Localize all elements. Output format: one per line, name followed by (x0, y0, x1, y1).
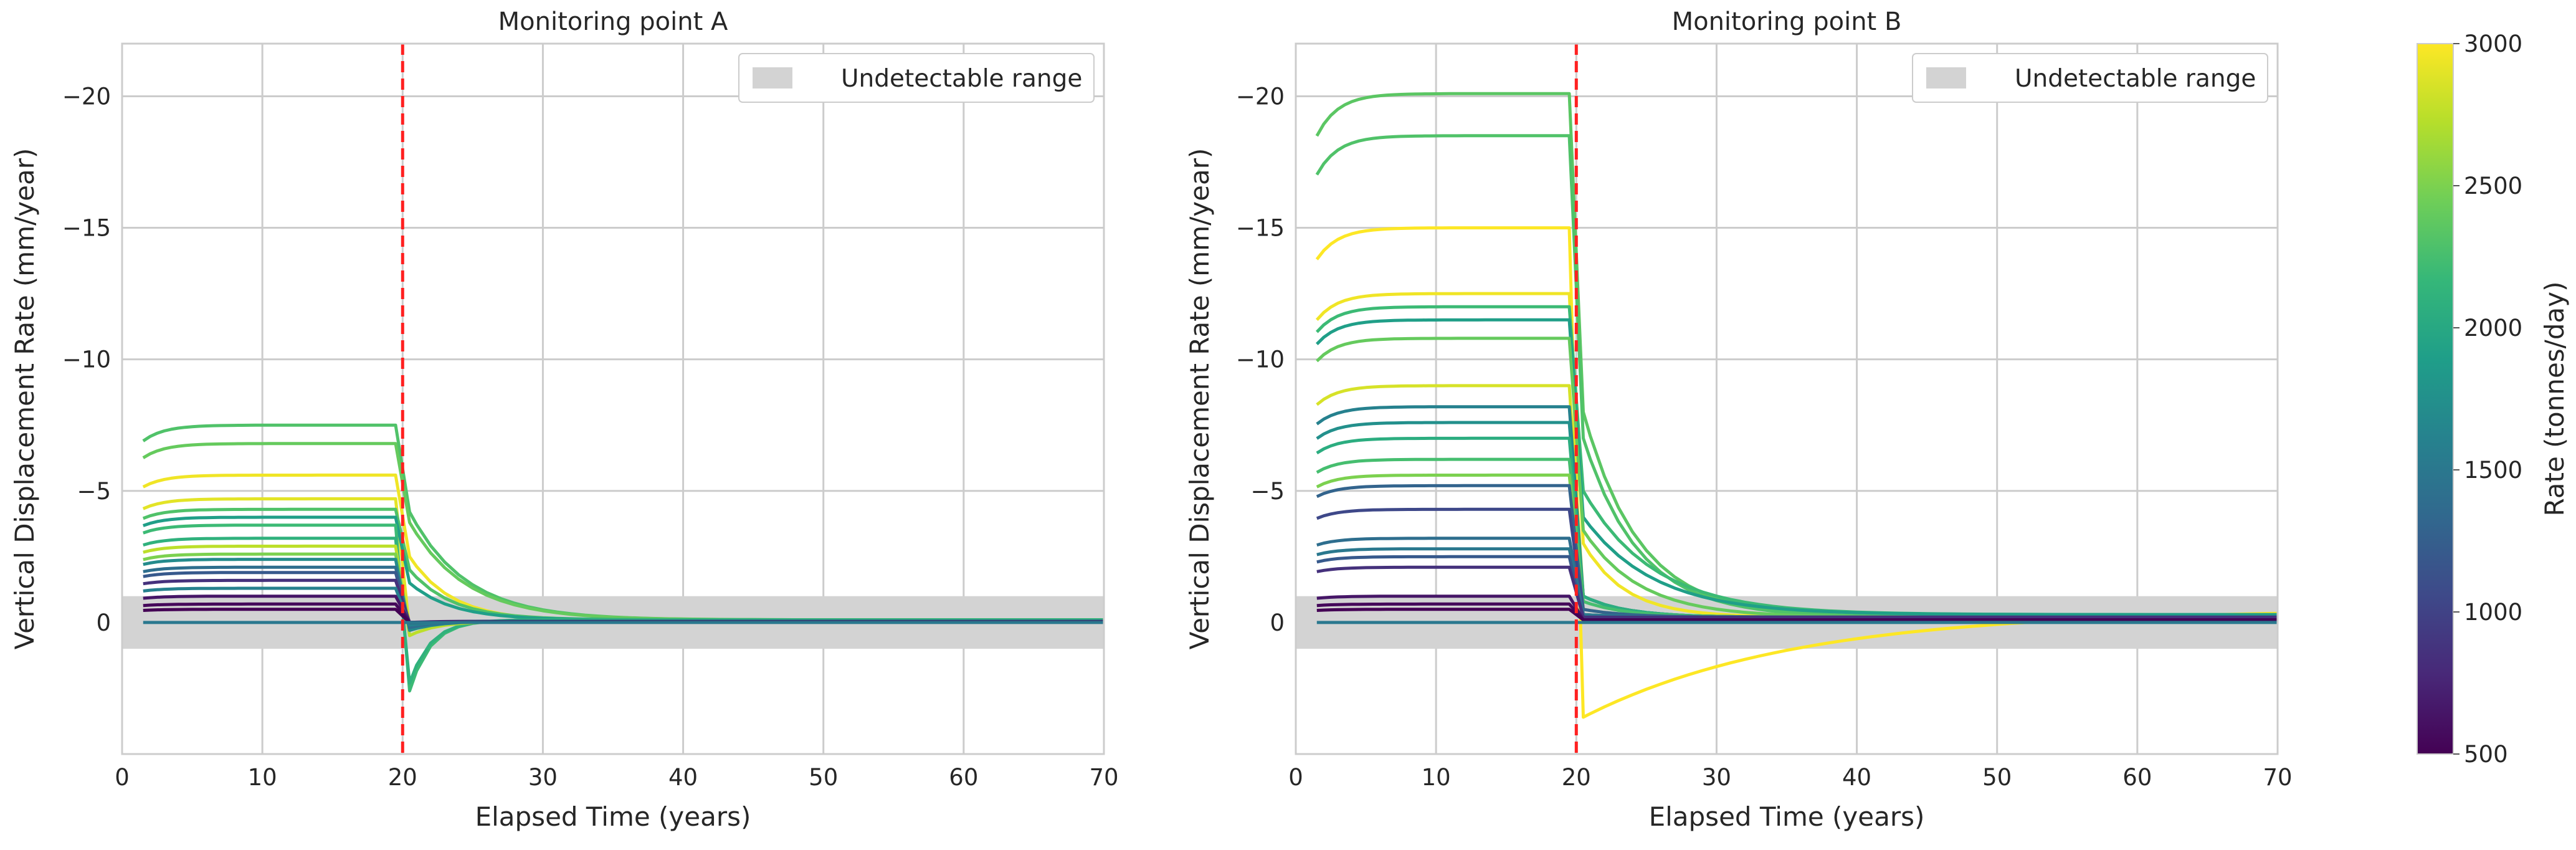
x-tick-label: 60 (2122, 764, 2152, 791)
panel-a-legend-box (738, 53, 1095, 103)
colorbar-tick-label: 3000 (2464, 31, 2522, 57)
x-tick-label: 20 (1562, 764, 1591, 791)
y-tick-label: −10 (62, 346, 111, 373)
panel-b-y-axis-label: Vertical Displacement Rate (mm/year) (1184, 148, 1215, 650)
colorbar-tick-label: 2000 (2464, 315, 2522, 341)
y-tick-label: −5 (77, 478, 111, 505)
series-line (1316, 318, 2278, 616)
y-tick-label: −20 (62, 83, 111, 110)
colorbar-tick-label: 1500 (2464, 457, 2522, 484)
x-tick-label: 40 (668, 764, 698, 791)
x-tick-label: 0 (115, 764, 130, 791)
x-tick-label: 10 (248, 764, 277, 791)
colorbar-gradient (2417, 44, 2453, 754)
panel-b-title: Monitoring point B (1672, 7, 1902, 36)
panel-a-series (142, 423, 1104, 693)
x-tick-label: 30 (1702, 764, 1731, 791)
panel-a-title: Monitoring point A (498, 7, 728, 36)
series-line (1316, 608, 2278, 622)
series-line (1316, 565, 2278, 619)
panel-a-legend: Undetectable range (738, 53, 1095, 103)
panel-a-x-tick-labels: 0 10 20 30 40 50 60 70 (115, 764, 1118, 791)
series-line (142, 442, 1104, 622)
x-tick-label: 30 (528, 764, 558, 791)
y-tick-label: 0 (1270, 609, 1285, 636)
panel-b-frame (1295, 42, 2279, 755)
y-tick-label: 0 (96, 609, 111, 636)
series-line (142, 423, 1104, 622)
colorbar-tick-label: 2500 (2464, 173, 2522, 199)
colorbar-label: Rate (tonnes/day) (2539, 282, 2570, 517)
panel-b-legend-swatch (1926, 67, 1966, 88)
panel-b-y-tick-labels: 0 −5 −10 −15 −20 (1236, 83, 1285, 636)
x-tick-label: 50 (809, 764, 838, 791)
x-tick-label: 20 (388, 764, 417, 791)
panel-a-legend-swatch (753, 67, 792, 88)
colorbar-frame (2417, 43, 2454, 755)
colorbar-tick-labels: 500 1000 1500 2000 2500 3000 (2453, 31, 2522, 768)
y-tick-label: −20 (1236, 83, 1285, 110)
panel-b-series (1315, 92, 2278, 719)
panel-a-y-tick-labels: 0 −5 −10 −15 −20 (62, 83, 111, 636)
series-line (1316, 384, 2278, 619)
panel-b-x-tick-labels: 0 10 20 30 40 50 60 70 (1288, 764, 2292, 791)
panel-monitoring-point-a: Monitoring point A 0 10 20 30 40 50 60 70 0 −5 −1… (9, 7, 1119, 832)
y-tick-label: −15 (62, 215, 111, 242)
x-tick-label: 70 (1089, 764, 1118, 791)
panel-a-frame (121, 42, 1105, 755)
series-line (1316, 436, 2278, 619)
x-tick-label: 60 (949, 764, 978, 791)
y-tick-label: −10 (1236, 346, 1285, 373)
panel-a-x-axis-label: Elapsed Time (years) (475, 801, 751, 832)
colorbar: 500 1000 1500 2000 2500 3000 Rate (tonnes/day… (2417, 31, 2570, 768)
x-tick-label: 10 (1422, 764, 1451, 791)
series-line (1316, 421, 2278, 619)
colorbar-tick-label: 1000 (2464, 599, 2522, 626)
panel-b-legend-label: Undetectable range (2015, 65, 2256, 93)
colorbar-tick-label: 500 (2464, 741, 2508, 768)
panel-a-y-axis-label: Vertical Displacement Rate (mm/year) (9, 148, 40, 650)
x-tick-label: 40 (1842, 764, 1871, 791)
panel-b-legend: Undetectable range (1912, 53, 2268, 103)
panel-a-legend-label: Undetectable range (841, 65, 1082, 93)
y-tick-label: −5 (1250, 478, 1285, 505)
y-tick-label: −15 (1236, 215, 1285, 242)
panel-b-x-axis-label: Elapsed Time (years) (1649, 801, 1925, 832)
series-line (1316, 337, 2278, 619)
x-tick-label: 50 (1982, 764, 2012, 791)
x-tick-label: 70 (2263, 764, 2292, 791)
panel-monitoring-point-b: Monitoring point B 0 10 20 30 40 50 60 70 0 −5 −1… (1184, 7, 2293, 832)
series-line (1315, 134, 2278, 619)
x-tick-label: 0 (1288, 764, 1303, 791)
panel-b-legend-box (1912, 53, 2268, 103)
